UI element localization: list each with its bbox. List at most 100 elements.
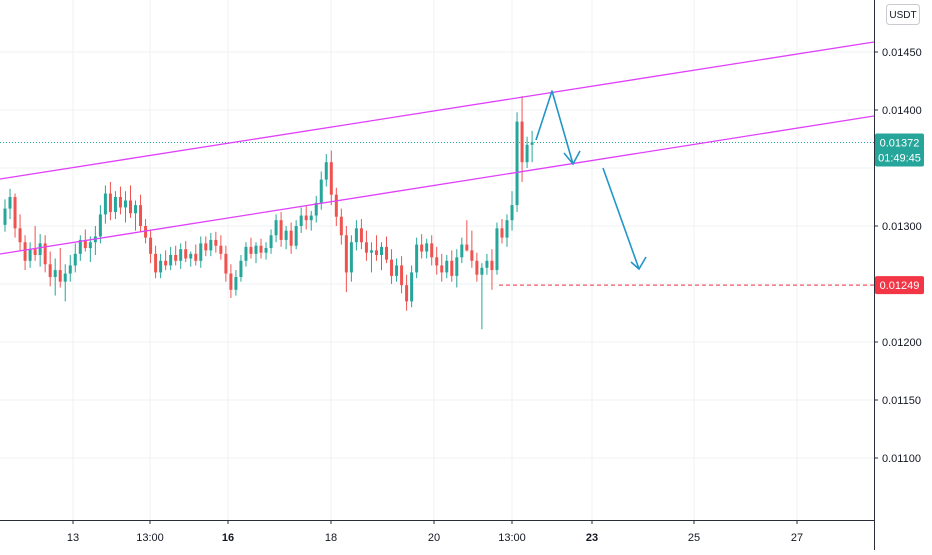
candle-body bbox=[405, 285, 409, 302]
candle-body bbox=[500, 228, 504, 238]
candle-body bbox=[289, 230, 293, 246]
candle-body bbox=[83, 239, 87, 249]
candle-body bbox=[169, 255, 173, 266]
candle-body bbox=[460, 244, 464, 258]
candle-body bbox=[249, 246, 253, 254]
candle-body bbox=[410, 272, 414, 302]
candle-body bbox=[450, 260, 454, 276]
candle-body bbox=[108, 193, 112, 213]
candle-body bbox=[23, 242, 27, 261]
candle-body bbox=[284, 230, 288, 240]
candle-body bbox=[63, 273, 67, 282]
candle-body bbox=[425, 243, 429, 252]
candle-body bbox=[209, 239, 213, 251]
candle-body bbox=[259, 245, 263, 253]
candle-body bbox=[510, 205, 514, 221]
candle-body bbox=[415, 244, 419, 273]
currency-label: USDT bbox=[889, 10, 916, 21]
candle-body bbox=[480, 267, 484, 275]
candle-body bbox=[149, 237, 153, 254]
candle-body bbox=[113, 197, 117, 213]
candle-body bbox=[68, 265, 72, 274]
candle-body bbox=[390, 259, 394, 276]
candle-body bbox=[159, 260, 163, 273]
candle-body bbox=[314, 202, 318, 216]
candle-body bbox=[374, 250, 378, 255]
y-tick-label: 0.01100 bbox=[882, 453, 921, 465]
price-tag-countdown: 01:49:45 bbox=[878, 152, 921, 164]
candle-body bbox=[129, 200, 132, 214]
candle-body bbox=[309, 215, 313, 221]
candle-body bbox=[28, 249, 32, 261]
candle-body bbox=[525, 144, 529, 163]
projection-arrowhead bbox=[563, 150, 581, 166]
candle-body bbox=[53, 270, 57, 278]
candle-body bbox=[465, 244, 469, 251]
candle-body bbox=[234, 277, 238, 290]
channel-lower-line bbox=[0, 115, 875, 255]
candle-body bbox=[520, 121, 524, 163]
x-tick-label: 20 bbox=[428, 532, 440, 544]
x-tick-label: 25 bbox=[688, 532, 700, 544]
candle-body bbox=[194, 253, 198, 261]
candle-body bbox=[98, 214, 102, 237]
projection-arrow-path bbox=[535, 90, 574, 165]
candle-body bbox=[475, 260, 479, 275]
candle-body bbox=[189, 253, 193, 259]
candle-body bbox=[319, 179, 323, 203]
candle-body bbox=[3, 208, 7, 225]
candle-body bbox=[269, 235, 273, 249]
candle-body bbox=[164, 260, 168, 266]
candle-body bbox=[339, 216, 343, 236]
x-tick-label: 13:00 bbox=[498, 532, 526, 544]
candle-body bbox=[400, 265, 404, 286]
candle-body bbox=[349, 242, 353, 273]
candle-body bbox=[18, 228, 22, 243]
candle-body bbox=[420, 244, 424, 252]
candle-body bbox=[299, 215, 303, 226]
candle-body bbox=[103, 193, 107, 215]
candle-body bbox=[445, 260, 449, 273]
candle-body bbox=[515, 121, 519, 206]
candle-body bbox=[154, 253, 158, 273]
price-tag-value: 0.01372 bbox=[880, 137, 920, 149]
candle-body bbox=[344, 235, 348, 273]
x-tick-label: 23 bbox=[586, 532, 598, 544]
candle-body bbox=[144, 226, 148, 238]
candle-body bbox=[254, 245, 258, 254]
candle-body bbox=[485, 260, 489, 268]
y-tick-label: 0.01300 bbox=[882, 221, 922, 233]
candle-body bbox=[470, 250, 474, 261]
candle-body bbox=[199, 243, 203, 261]
x-tick-label: 27 bbox=[791, 532, 803, 544]
candle-body bbox=[279, 220, 283, 240]
candle-body bbox=[184, 249, 188, 259]
y-tick-label: 0.01400 bbox=[882, 105, 922, 117]
candle-body bbox=[43, 243, 47, 265]
candle-body bbox=[8, 197, 12, 209]
candle-body bbox=[380, 246, 383, 255]
price-tag bbox=[875, 133, 924, 167]
candle-body bbox=[294, 226, 298, 246]
currency-badge[interactable] bbox=[886, 4, 920, 25]
candle-body bbox=[495, 228, 499, 271]
channel-upper-line bbox=[0, 41, 875, 180]
x-tick-label: 18 bbox=[325, 532, 337, 544]
candle-body bbox=[33, 249, 37, 255]
candle-body bbox=[274, 220, 278, 236]
candle-body bbox=[435, 257, 439, 266]
candle-body bbox=[134, 205, 138, 214]
candle-body bbox=[490, 260, 494, 271]
candle-body bbox=[123, 200, 127, 208]
candle-body bbox=[73, 253, 77, 266]
candle-body bbox=[364, 242, 368, 253]
candle-body bbox=[354, 228, 358, 243]
candle-body bbox=[369, 250, 373, 253]
candle-body bbox=[219, 245, 223, 254]
candle-body bbox=[324, 162, 328, 180]
candle-body bbox=[174, 255, 178, 261]
candle-body bbox=[78, 239, 82, 254]
candle-body bbox=[430, 243, 434, 258]
